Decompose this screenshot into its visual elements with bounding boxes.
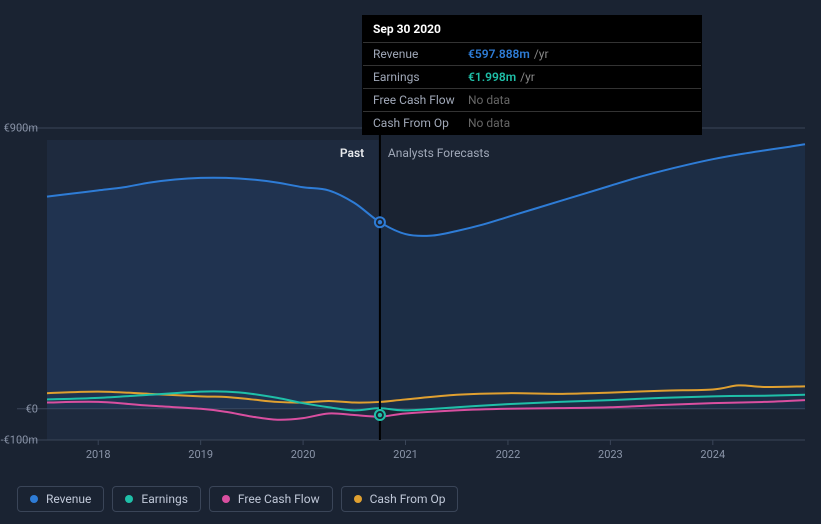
- tooltip-row-label: Free Cash Flow: [373, 93, 468, 107]
- legend-label: Revenue: [46, 492, 91, 506]
- x-tick-label: 2021: [393, 448, 418, 461]
- legend-dot-icon: [354, 495, 362, 503]
- x-tick-label: 2020: [291, 448, 316, 461]
- legend-item-earnings[interactable]: Earnings: [112, 486, 201, 512]
- legend-label: Free Cash Flow: [238, 492, 320, 506]
- tooltip-row-value: €1.998m: [468, 70, 516, 84]
- x-tick-label: 2018: [86, 448, 111, 461]
- legend-label: Cash From Op: [370, 492, 446, 506]
- y-tick-label: €900m: [4, 122, 38, 135]
- x-tick-label: 2024: [700, 448, 725, 461]
- forecast-region-label: Analysts Forecasts: [388, 146, 490, 160]
- chart-legend: Revenue Earnings Free Cash Flow Cash From O…: [17, 486, 458, 512]
- tooltip-row-unit: /yr: [534, 47, 549, 61]
- x-tick-label: 2023: [598, 448, 623, 461]
- chart-tooltip: Sep 30 2020 Revenue€597.888m/yrEarnings€…: [362, 15, 702, 135]
- tooltip-row-value: No data: [468, 93, 510, 107]
- tooltip-row-value: No data: [468, 116, 510, 130]
- tooltip-row-label: Earnings: [373, 70, 468, 84]
- tooltip-row: Revenue€597.888m/yr: [363, 43, 701, 66]
- x-tick-label: 2022: [496, 448, 521, 461]
- tooltip-row-label: Cash From Op: [373, 116, 468, 130]
- legend-dot-icon: [125, 495, 133, 503]
- y-tick-label: -€100m: [1, 434, 38, 447]
- tooltip-row-unit: /yr: [520, 70, 535, 84]
- tooltip-date: Sep 30 2020: [363, 16, 701, 43]
- past-region-label: Past: [340, 146, 364, 160]
- tooltip-row: Earnings€1.998m/yr: [363, 66, 701, 89]
- legend-item-fcf[interactable]: Free Cash Flow: [209, 486, 333, 512]
- financials-chart: €900m €0 -€100m 2018 2019 2020 2021 2022 2023 20…: [0, 0, 821, 524]
- y-tick-label: €0: [26, 402, 38, 415]
- legend-item-cfo[interactable]: Cash From Op: [341, 486, 459, 512]
- legend-dot-icon: [222, 495, 230, 503]
- legend-dot-icon: [30, 495, 38, 503]
- tooltip-row: Free Cash FlowNo data: [363, 89, 701, 112]
- x-tick-label: 2019: [188, 448, 213, 461]
- legend-label: Earnings: [141, 492, 188, 506]
- tooltip-row: Cash From OpNo data: [363, 112, 701, 134]
- tooltip-row-value: €597.888m: [468, 47, 530, 61]
- tooltip-row-label: Revenue: [373, 47, 468, 61]
- legend-item-revenue[interactable]: Revenue: [17, 486, 104, 512]
